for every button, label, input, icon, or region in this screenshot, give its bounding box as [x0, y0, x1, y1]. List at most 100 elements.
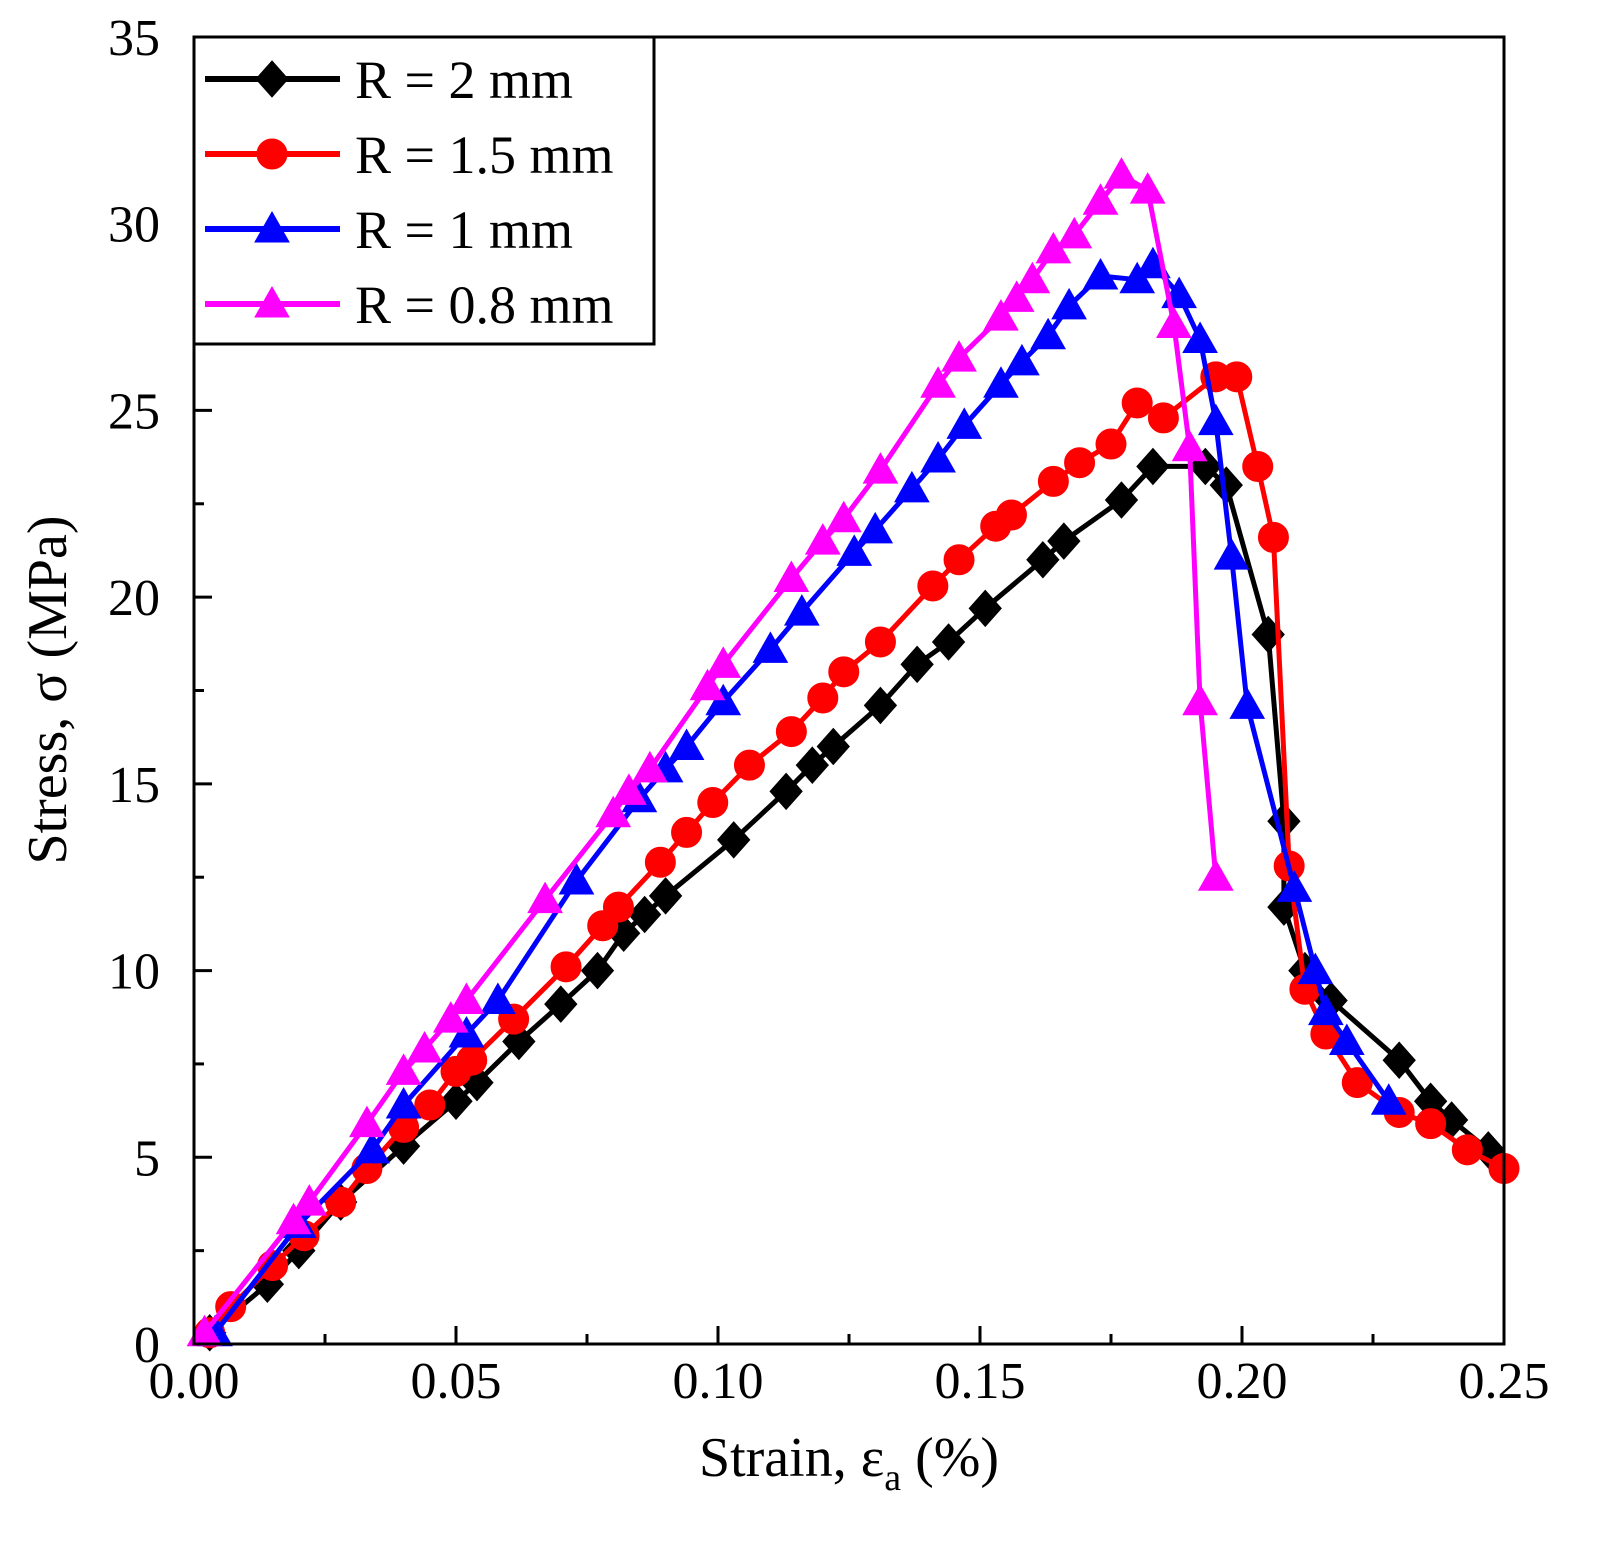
legend-marker [254, 285, 290, 318]
legend-marker [254, 210, 290, 243]
legend: R = 2 mm R = 1.5 mm R = 1 mm R = 0.8 mm [192, 35, 656, 346]
y-tick-label: 20 [108, 570, 160, 627]
y-tick-label: 10 [108, 944, 160, 1001]
x-tick-label: 0.10 [673, 1353, 764, 1410]
data-point [816, 727, 850, 766]
data-point [689, 668, 726, 701]
data-point [325, 1186, 357, 1218]
data-point [1182, 321, 1218, 353]
data-point [1064, 447, 1096, 479]
data-point [1370, 1083, 1407, 1115]
data-point [385, 1086, 422, 1119]
data-point [385, 1053, 422, 1085]
data-point [783, 594, 820, 626]
y-tick-label: 30 [108, 197, 160, 254]
data-point [717, 821, 751, 859]
data-point [550, 951, 582, 983]
data-point [1056, 216, 1093, 249]
data-point [602, 891, 634, 923]
data-point [983, 366, 1019, 398]
data-point [1171, 429, 1208, 462]
data-point [900, 645, 934, 684]
data-point [448, 982, 485, 1014]
y-tick-label: 5 [134, 1130, 160, 1187]
data-point [1382, 1041, 1416, 1079]
data-point [349, 1105, 385, 1138]
data-point [1242, 450, 1274, 482]
data-point [544, 985, 578, 1023]
data-point [1004, 343, 1040, 376]
x-tick-label: 0.00 [149, 1353, 240, 1410]
data-point [644, 846, 676, 878]
data-point [917, 570, 949, 602]
y-tick-label: 25 [108, 383, 160, 440]
data-point [1047, 522, 1081, 560]
data-point [1147, 402, 1179, 434]
data-point [931, 623, 966, 661]
data-point [857, 511, 894, 544]
series-4 [186, 157, 1234, 1347]
y-axis-title: Stress, σ (MPa) [17, 515, 79, 864]
data-point [1276, 870, 1313, 902]
data-point [1051, 287, 1087, 320]
axis-layer: 0.00 0.05 0.10 0.15 0.20 0.25 0 5 10 15 20 25 30 35 [108, 10, 1550, 1410]
data-point [1341, 1067, 1373, 1099]
x-axis-title-subscript: a [884, 1457, 901, 1499]
series-2 [194, 361, 1520, 1349]
legend-entry: R = 0.8 mm [205, 275, 613, 335]
data-point [920, 440, 956, 473]
data-point [354, 1131, 391, 1164]
x-tick-label: 0.20 [1197, 1353, 1288, 1410]
data-point [1129, 172, 1166, 204]
data-point [836, 534, 873, 566]
legend-entry: R = 1.5 mm [205, 125, 613, 185]
data-point [920, 366, 956, 398]
data-point [697, 787, 729, 819]
data-point [968, 589, 1002, 628]
data-point [995, 499, 1027, 531]
legend-label: R = 1.5 mm [355, 125, 613, 185]
data-point [1136, 447, 1170, 486]
data-point [941, 340, 977, 372]
data-point [1257, 521, 1289, 553]
legend-entry: R = 1 mm [205, 200, 573, 260]
data-point [527, 881, 563, 914]
data-point [773, 560, 810, 592]
data-point [1213, 538, 1250, 570]
data-point [1415, 1108, 1447, 1140]
data-point [1037, 465, 1069, 497]
data-point [1082, 257, 1119, 290]
data-point [769, 772, 803, 811]
data-point [627, 895, 662, 934]
data-point [894, 470, 930, 503]
data-point [1297, 952, 1334, 985]
data-point [648, 877, 683, 915]
data-point [1328, 1023, 1365, 1056]
data-point [1451, 1134, 1483, 1166]
x-tick-label: 0.05 [411, 1353, 502, 1410]
data-point [439, 1082, 473, 1121]
data-point [668, 728, 705, 761]
data-point [946, 407, 983, 439]
data-point [862, 452, 899, 484]
x-tick-label: 0.25 [1459, 1353, 1550, 1410]
data-point [864, 626, 896, 658]
data-point [825, 500, 862, 533]
data-point [804, 523, 841, 555]
data-point [1030, 317, 1066, 350]
data-point [795, 746, 829, 784]
data-point [1182, 683, 1218, 716]
data-point [733, 749, 765, 781]
x-tick-label: 0.15 [935, 1353, 1026, 1410]
data-point [807, 682, 839, 714]
data-point [943, 544, 975, 576]
data-point [828, 656, 860, 688]
data-point [558, 862, 595, 895]
data-point [863, 686, 898, 725]
series-layer [186, 157, 1520, 1352]
data-point [456, 1044, 488, 1076]
data-point [1197, 403, 1234, 436]
data-point [1229, 687, 1266, 719]
data-point [775, 716, 807, 748]
